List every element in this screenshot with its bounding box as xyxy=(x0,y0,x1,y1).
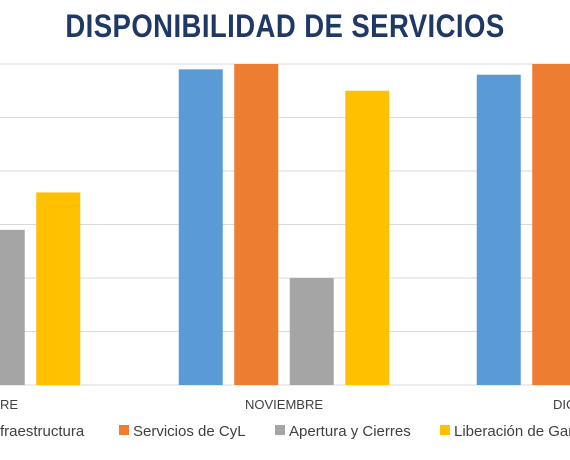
category-tick-labels: RE NOVIEMBRE DIC xyxy=(0,397,570,412)
chart-title: DISPONIBILIDAD DE SERVICIOS xyxy=(65,8,505,44)
bar xyxy=(345,90,390,385)
legend-label: Apertura y Cierres xyxy=(289,423,411,440)
gridlines xyxy=(0,63,570,386)
bar xyxy=(289,278,334,385)
bar xyxy=(178,69,223,385)
category-tick-label: RE xyxy=(0,397,18,412)
category-tick-label: NOVIEMBRE xyxy=(245,397,323,412)
bar xyxy=(532,64,570,385)
legend-swatch xyxy=(119,425,129,435)
bar xyxy=(234,64,279,385)
legend-swatch xyxy=(440,425,450,435)
legend-swatch xyxy=(275,425,285,435)
bar xyxy=(476,74,521,385)
legend-label: Liberación de Gara xyxy=(454,423,570,440)
bar xyxy=(0,229,25,385)
bars xyxy=(0,64,570,385)
legend-label: Servicios de CyL xyxy=(133,423,246,440)
bar xyxy=(36,192,81,385)
category-tick-label: DIC xyxy=(553,397,570,412)
legend: fraestructura Servicios de CyL Apertura y … xyxy=(0,423,570,440)
legend-label: fraestructura xyxy=(0,423,85,440)
